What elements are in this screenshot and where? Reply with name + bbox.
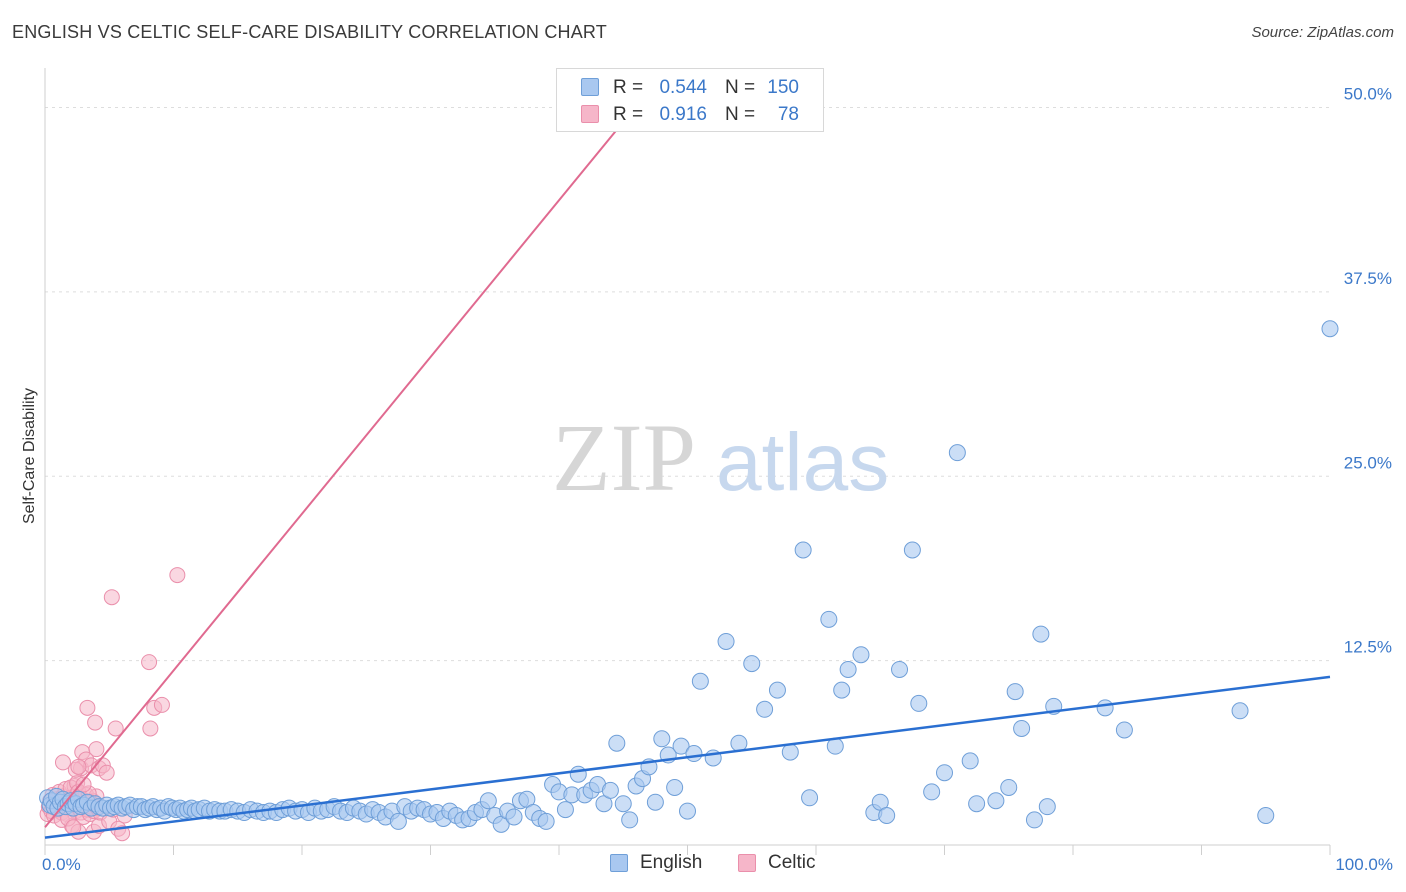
celtic-point [107, 720, 124, 737]
legend-row-celtic: R = 0.916 N = 78 [557, 102, 823, 128]
celtic-point [141, 654, 158, 671]
english-point [653, 730, 671, 748]
english-point [666, 778, 684, 796]
english-point [852, 646, 870, 664]
celtic-n-label: N = [725, 104, 756, 125]
english-point [743, 655, 761, 673]
english-n-value: 150 [767, 77, 799, 98]
english-r-label: R = [613, 77, 644, 98]
celtic-swatch [581, 105, 599, 123]
english-point [479, 792, 497, 810]
english-point [646, 793, 664, 811]
celtic-r-value: 0.916 [659, 104, 707, 125]
english-point [878, 807, 896, 824]
english-point [839, 660, 857, 678]
axes [44, 68, 1331, 855]
english-point [621, 811, 639, 829]
bottom-celtic-label: Celtic [768, 852, 816, 873]
english-r-value: 0.544 [659, 77, 707, 98]
english-point [730, 734, 748, 752]
x-tick-label-max: 100.0% [1335, 855, 1393, 874]
bottom-celtic-swatch [738, 854, 756, 872]
celtic-point [142, 720, 159, 737]
celtic-point [79, 699, 96, 716]
english-point [614, 795, 632, 813]
english-point [768, 681, 786, 699]
y-axis-title: Self-Care Disability [21, 388, 38, 524]
english-point [801, 789, 819, 807]
english-point [891, 660, 909, 678]
celtic-r-label: R = [613, 104, 644, 125]
gridlines [45, 107, 1330, 662]
english-point [961, 752, 979, 770]
english-point [389, 812, 407, 830]
english-point [608, 734, 626, 752]
english-point [923, 783, 941, 801]
y-tick-label: 12.5% [1344, 638, 1392, 657]
english-series [39, 320, 1339, 833]
english-point [820, 610, 838, 628]
english-point [691, 672, 709, 690]
english-point [1006, 683, 1024, 701]
chart-title: ENGLISH VS CELTIC SELF-CARE DISABILITY C… [12, 22, 607, 42]
correlation-legend: R = 0.544 N = 150 R = 0.916 N = 78 [556, 68, 824, 132]
celtic-point [54, 754, 71, 771]
source-label: Source: ZipAtlas.com [1251, 24, 1394, 41]
celtic-point [70, 758, 87, 775]
watermark-atlas: atlas [716, 417, 889, 508]
trend-lines [44, 77, 1331, 839]
english-point [910, 694, 928, 712]
celtic-n-value: 78 [777, 104, 799, 125]
english-swatch [581, 78, 599, 96]
celtic-point [98, 764, 115, 781]
english-point [1025, 811, 1043, 829]
english-point [903, 541, 921, 559]
english-trend-line [44, 675, 1331, 839]
english-point [987, 792, 1005, 810]
axis-labels: 12.5% 25.0% 37.5% 50.0% 0.0% 100.0% [42, 85, 1393, 875]
english-point [1032, 625, 1050, 643]
english-point [679, 802, 696, 820]
english-point [936, 764, 953, 782]
english-point [1000, 778, 1018, 796]
bottom-english-label: English [640, 852, 703, 873]
watermark-zip: ZIP [552, 404, 696, 511]
english-point [1013, 719, 1031, 737]
english-point [672, 737, 690, 755]
english-point [781, 743, 799, 761]
celtic-point [169, 567, 186, 584]
english-point [717, 632, 735, 650]
english-point [968, 795, 986, 813]
english-point [569, 765, 587, 783]
y-tick-label: 25.0% [1344, 453, 1392, 472]
english-point [756, 700, 774, 718]
celtic-point [153, 696, 170, 713]
english-point [556, 801, 574, 819]
english-point [794, 541, 812, 559]
english-n-label: N = [725, 77, 756, 98]
english-point [685, 745, 703, 763]
celtic-point [87, 714, 104, 731]
english-point [1115, 721, 1133, 739]
english-point [601, 781, 619, 799]
celtic-point [88, 741, 105, 758]
english-point [1038, 798, 1056, 816]
english-point [537, 812, 555, 830]
x-tick-label-min: 0.0% [42, 855, 81, 874]
english-point [1096, 699, 1114, 717]
english-point [1257, 807, 1275, 824]
y-tick-label: 37.5% [1344, 269, 1392, 288]
english-point [1231, 702, 1249, 720]
english-point [1321, 320, 1339, 338]
celtic-point [103, 589, 120, 606]
legend-row-english: R = 0.544 N = 150 [557, 75, 823, 101]
celtic-point [75, 776, 92, 793]
english-point [505, 808, 523, 826]
bottom-english-swatch [610, 854, 628, 872]
english-point [833, 681, 851, 699]
celtic-trend-line [44, 77, 661, 828]
y-tick-label: 50.0% [1344, 85, 1392, 104]
english-point [948, 444, 966, 462]
